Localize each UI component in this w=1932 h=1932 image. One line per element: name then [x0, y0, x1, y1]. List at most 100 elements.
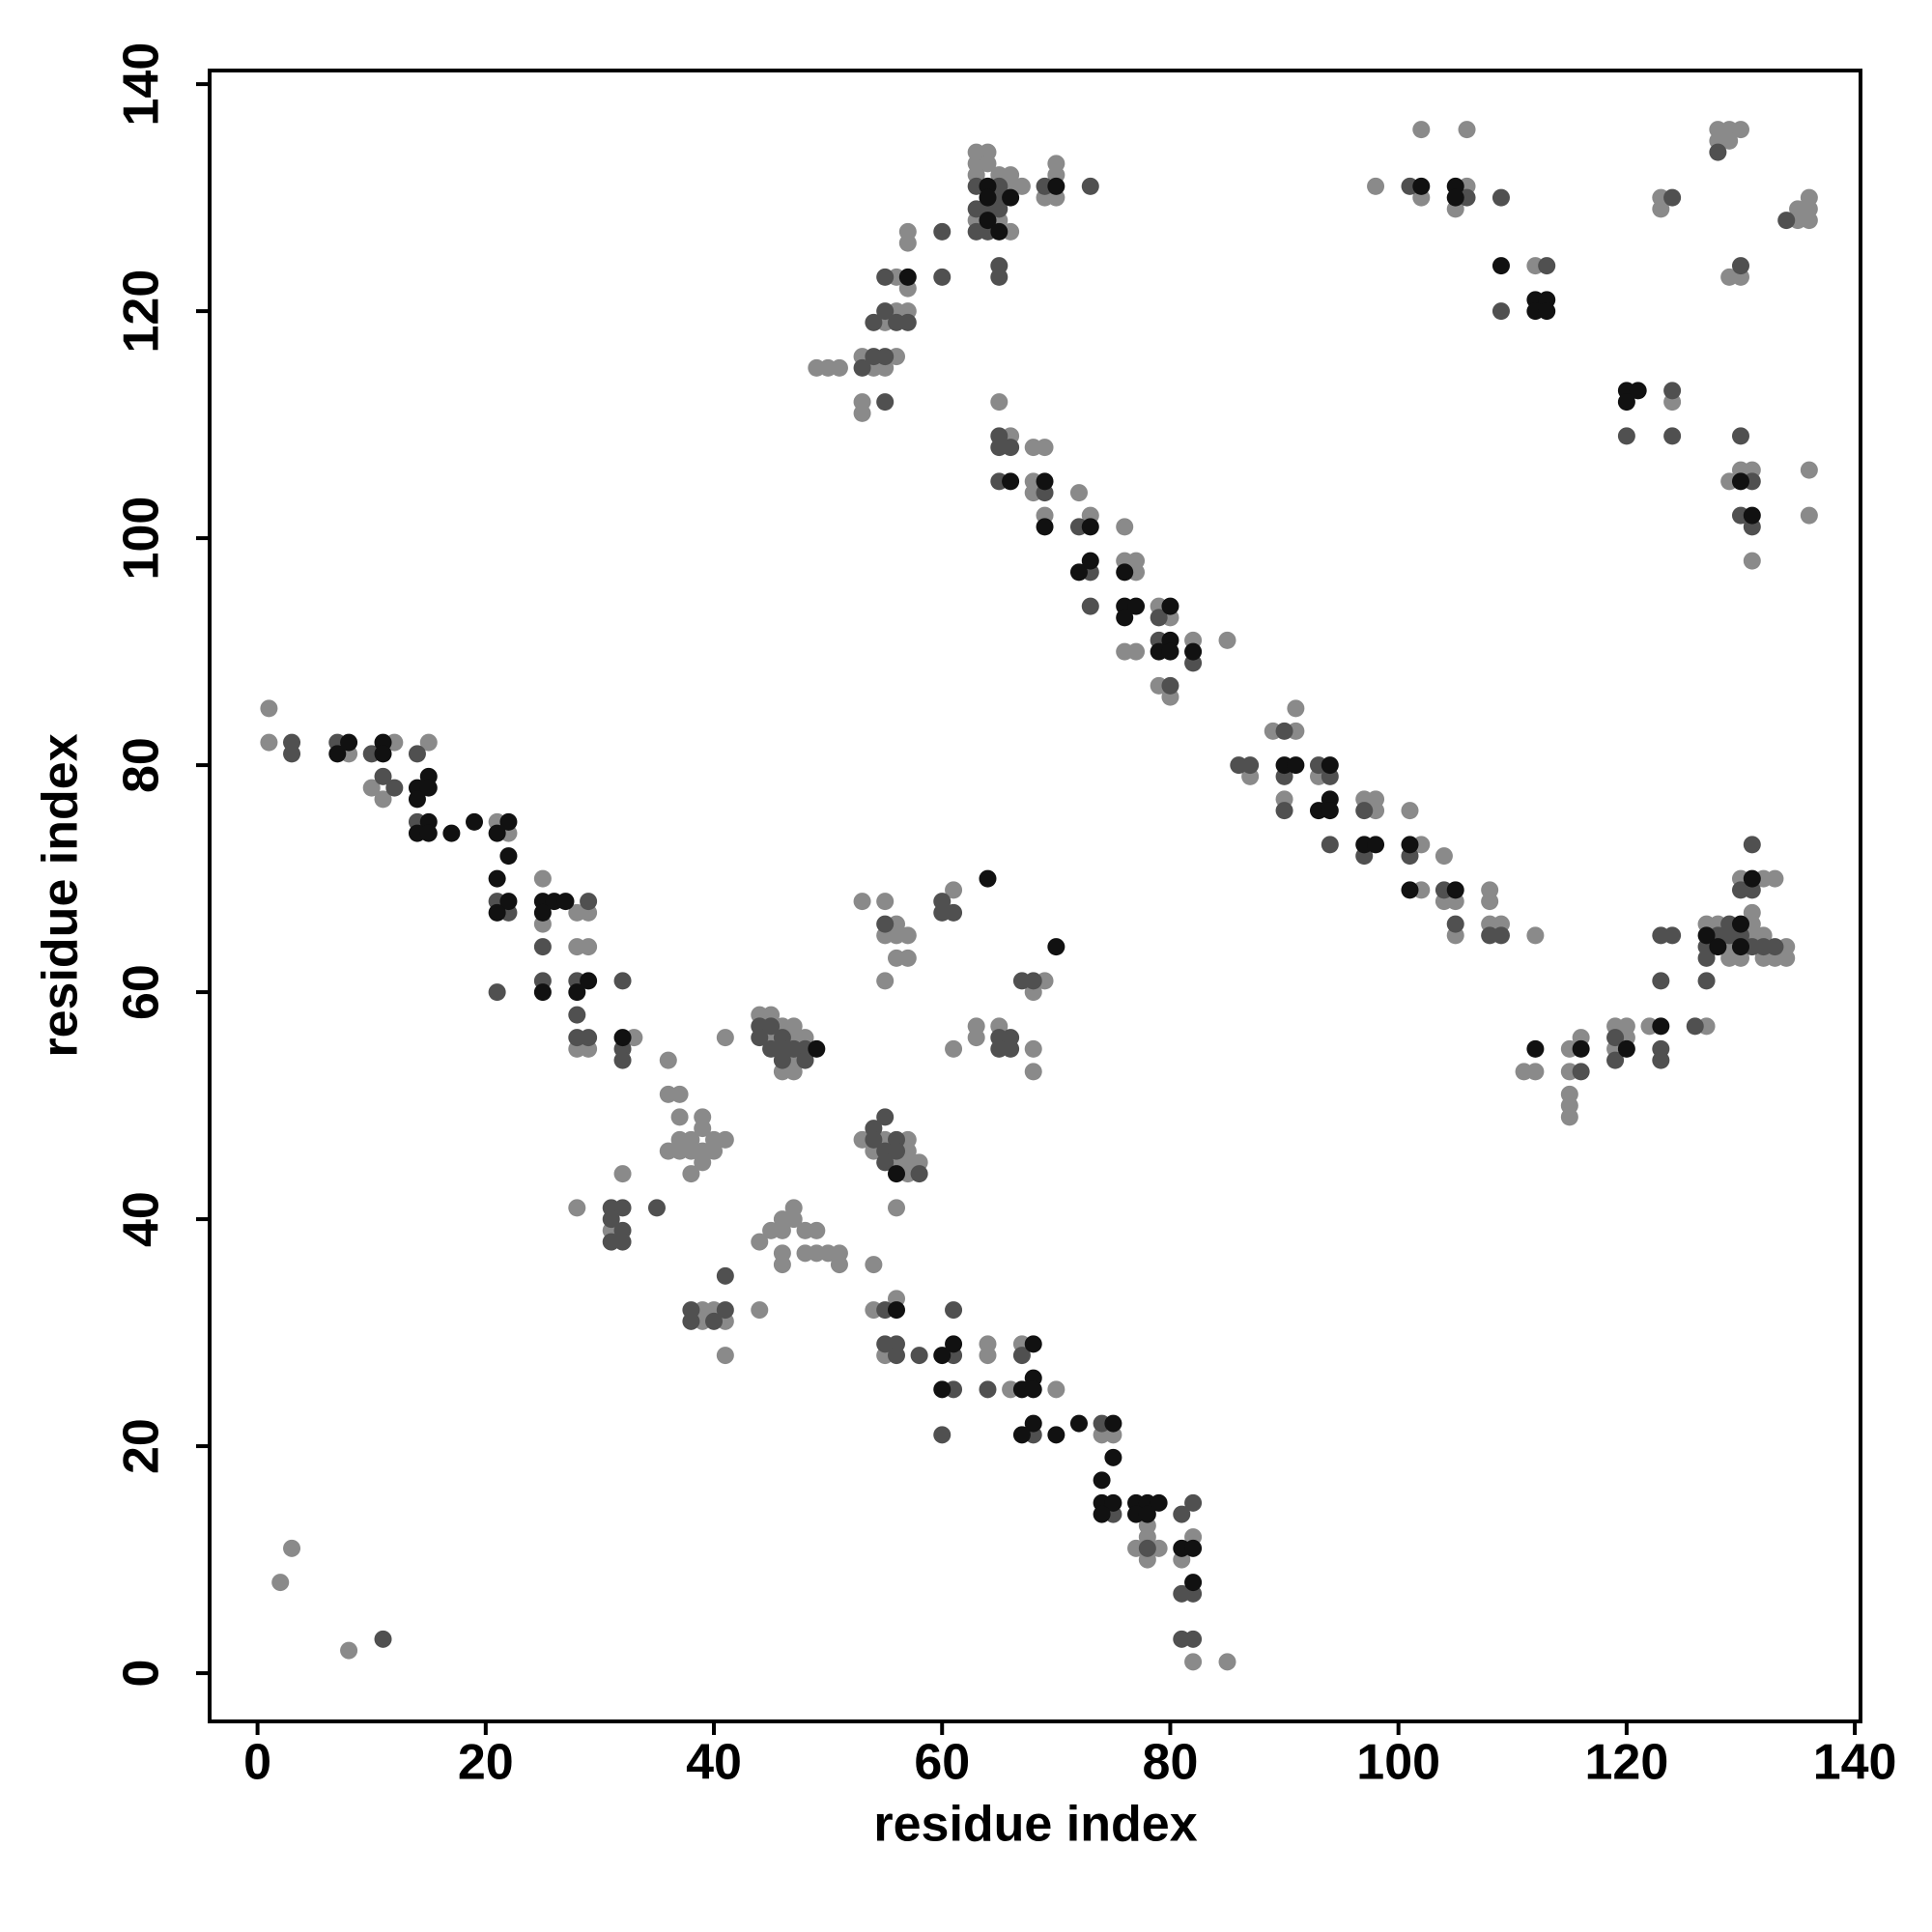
point — [670, 1108, 689, 1126]
point — [1081, 177, 1099, 195]
point — [613, 1029, 632, 1047]
point — [933, 1380, 952, 1399]
point — [1047, 938, 1065, 956]
point — [853, 358, 871, 377]
point — [568, 1199, 586, 1217]
point — [979, 212, 997, 230]
point — [568, 1006, 586, 1024]
point — [1161, 676, 1179, 695]
point — [1731, 257, 1749, 275]
point — [910, 1165, 928, 1183]
point — [979, 869, 997, 888]
point — [499, 812, 518, 831]
point — [1663, 188, 1682, 207]
point — [1458, 121, 1476, 139]
point — [1218, 631, 1236, 649]
point — [283, 1539, 301, 1557]
point — [1697, 926, 1716, 945]
point — [613, 1051, 632, 1069]
point — [533, 983, 552, 1002]
point — [888, 1199, 906, 1217]
point — [1720, 131, 1739, 150]
point — [1743, 869, 1761, 888]
point — [1777, 212, 1796, 230]
point — [408, 745, 426, 763]
point — [1184, 1539, 1203, 1557]
point — [1241, 756, 1260, 775]
point — [751, 1029, 769, 1047]
point — [1766, 938, 1784, 956]
y-tick-label: 140 — [114, 43, 170, 127]
point — [1538, 257, 1556, 275]
x-tick-label: 140 — [1813, 1735, 1897, 1791]
point — [876, 1153, 895, 1172]
x-axis-label: residue index — [873, 1797, 1197, 1853]
point — [1492, 188, 1510, 207]
point — [1275, 802, 1293, 820]
point — [1572, 1039, 1590, 1058]
point — [1652, 972, 1670, 990]
point — [1036, 472, 1054, 491]
point — [865, 1130, 883, 1149]
point — [408, 790, 426, 809]
point — [1069, 563, 1088, 582]
point — [1481, 893, 1499, 911]
point — [796, 1051, 814, 1069]
point — [1663, 926, 1682, 945]
point — [1731, 472, 1749, 491]
point — [967, 1029, 985, 1047]
point — [1275, 722, 1293, 740]
point — [990, 393, 1009, 412]
point — [1401, 836, 1419, 854]
point — [853, 893, 871, 911]
point — [1002, 188, 1020, 207]
point — [1617, 427, 1635, 445]
point — [694, 1153, 712, 1172]
point — [898, 926, 917, 945]
point — [1184, 1574, 1203, 1592]
y-tick-label: 40 — [114, 1191, 170, 1247]
point — [1184, 1493, 1203, 1512]
point — [876, 972, 895, 990]
point — [1731, 915, 1749, 933]
point — [716, 1301, 734, 1320]
x-tick-label: 0 — [243, 1735, 271, 1791]
point — [1184, 642, 1203, 661]
point — [670, 1085, 689, 1103]
x-tick-label: 100 — [1356, 1735, 1440, 1791]
point — [876, 393, 895, 412]
point — [1002, 439, 1020, 457]
point — [1047, 177, 1065, 195]
point — [1800, 461, 1818, 479]
point — [1184, 1630, 1203, 1648]
point — [1731, 121, 1749, 139]
point — [1367, 836, 1385, 854]
point — [613, 1199, 632, 1217]
point — [1047, 1380, 1065, 1399]
point — [1743, 836, 1761, 854]
point — [853, 404, 871, 422]
point — [613, 972, 632, 990]
x-tick-label: 60 — [914, 1735, 970, 1791]
point — [1127, 642, 1146, 661]
point — [1218, 1653, 1236, 1671]
point — [979, 1347, 997, 1365]
point — [1184, 1653, 1203, 1671]
point — [876, 348, 895, 366]
point — [784, 1210, 803, 1229]
point — [533, 903, 552, 922]
point — [1024, 1063, 1042, 1081]
point — [499, 847, 518, 866]
point — [374, 1630, 392, 1648]
point — [1731, 938, 1749, 956]
point — [888, 1142, 906, 1160]
point — [1161, 642, 1179, 661]
point — [1287, 756, 1305, 775]
point — [716, 1266, 734, 1285]
point — [876, 1108, 895, 1126]
point — [1036, 518, 1054, 536]
point — [1652, 1017, 1670, 1036]
y-axis-label: residue index — [33, 733, 89, 1057]
